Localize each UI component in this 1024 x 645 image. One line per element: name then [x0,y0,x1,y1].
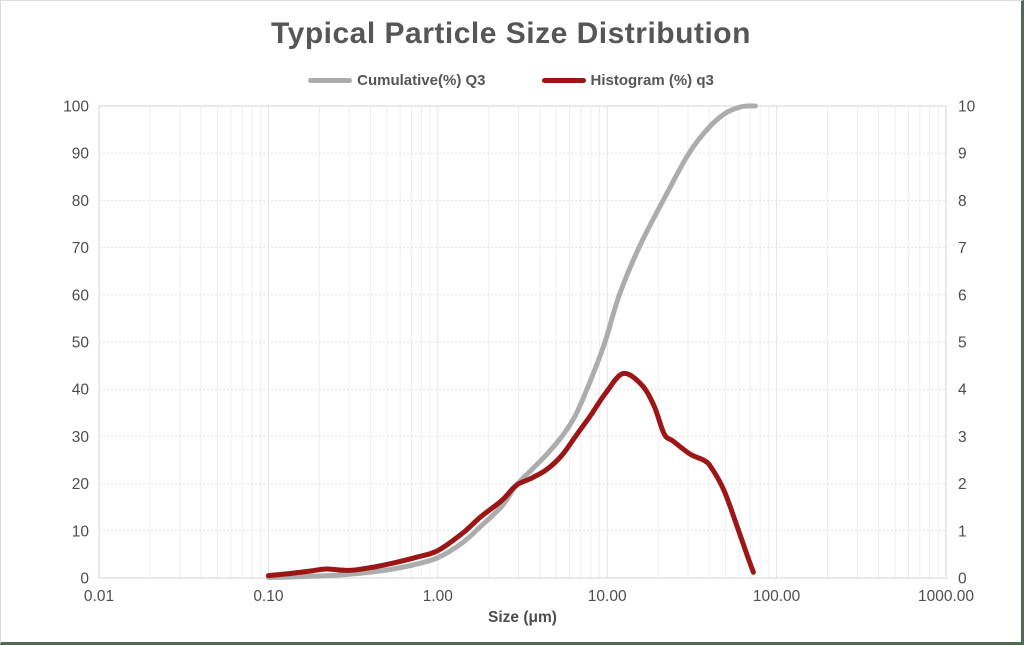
y-axis-tick-right: 2 [958,476,967,493]
y-axis-tick-right: 6 [958,287,967,304]
y-axis-tick-left: 20 [72,476,90,493]
y-axis-tick-left: 90 [72,146,90,163]
cumulative-line-swatch-icon [308,78,353,83]
chart-title: Typical Particle Size Distribution [271,17,751,50]
y-axis-tick-right: 4 [958,382,967,399]
y-axis-tick-left: 10 [72,523,90,540]
y-axis-tick-left: 30 [72,429,90,446]
legend-label-histogram: Histogram (%) q3 [590,72,714,89]
y-axis-tick-left: 60 [72,287,90,304]
y-axis-tick-right: 0 [958,571,967,588]
x-axis-tick: 1.00 [423,588,454,605]
legend-label-cumulative: Cumulative(%) Q3 [357,72,486,89]
x-axis-tick: 10.00 [588,588,627,605]
y-axis-tick-right: 3 [958,429,967,446]
histogram-curve [265,370,756,579]
plot-border [98,105,947,579]
y-axis-tick-left: 80 [72,193,90,210]
y-axis-tick-left: 0 [80,571,89,588]
y-axis-tick-right: 10 [958,99,976,116]
y-axis-tick-right: 1 [958,523,967,540]
x-axis-tick: 1000.00 [918,588,974,605]
y-axis-tick-left: 70 [72,240,90,257]
x-axis-tick: 0.01 [84,588,114,605]
y-axis-tick-right: 5 [958,335,967,352]
y-axis-tick-left: 100 [63,99,89,116]
y-axis-tick-right: 8 [958,193,967,210]
x-axis-tick: 0.10 [253,588,284,605]
y-axis-tick-left: 40 [72,382,90,399]
x-axis-tick: 100.00 [753,588,801,605]
chart-legend: Cumulative(%) Q3 Histogram (%) q3 [1,72,1021,89]
legend-item-histogram: Histogram (%) q3 [541,72,714,89]
cumulative-curve [265,103,758,580]
legend-item-cumulative: Cumulative(%) Q3 [308,72,486,89]
y-axis-tick-right: 7 [958,240,967,257]
histogram-line-swatch-icon [541,78,586,83]
y-axis-tick-right: 9 [958,146,967,163]
x-axis-title: Size (μm) [488,609,557,626]
y-axis-tick-left: 50 [72,335,90,352]
